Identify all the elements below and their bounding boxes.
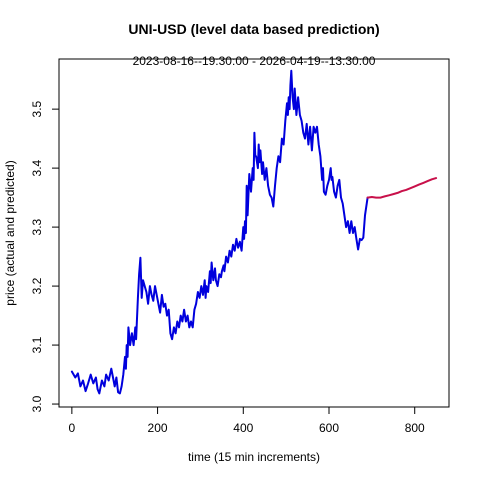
y-tick-label: 3.5 — [30, 100, 44, 117]
x-axis-label: time (15 min increments) — [188, 450, 320, 464]
y-axis: 3.0 3.1 3.2 3.3 3.4 3.5 — [30, 100, 60, 412]
chart-title: UNI-USD (level data based prediction) — [128, 21, 379, 37]
y-tick-label: 3.2 — [30, 277, 44, 294]
x-tick-label: 800 — [405, 421, 425, 435]
chart-subtitle: 2023-08-16--19:30:00 - 2026-04-19--13:30… — [133, 54, 376, 68]
series-layer — [70, 69, 438, 395]
predicted-price-line — [366, 177, 438, 199]
x-tick-label: 200 — [148, 421, 168, 435]
x-tick-label: 0 — [69, 421, 76, 435]
y-tick-label: 3.0 — [30, 395, 44, 412]
x-axis: 0 200 400 600 800 — [69, 406, 425, 435]
y-axis-label: price (actual and predicted) — [3, 160, 17, 305]
x-tick-label: 600 — [319, 421, 339, 435]
x-tick-label: 400 — [233, 421, 253, 435]
actual-price-line — [70, 69, 369, 395]
y-tick-label: 3.1 — [30, 336, 44, 353]
y-tick-label: 3.3 — [30, 218, 44, 235]
y-tick-label: 3.4 — [30, 159, 44, 176]
